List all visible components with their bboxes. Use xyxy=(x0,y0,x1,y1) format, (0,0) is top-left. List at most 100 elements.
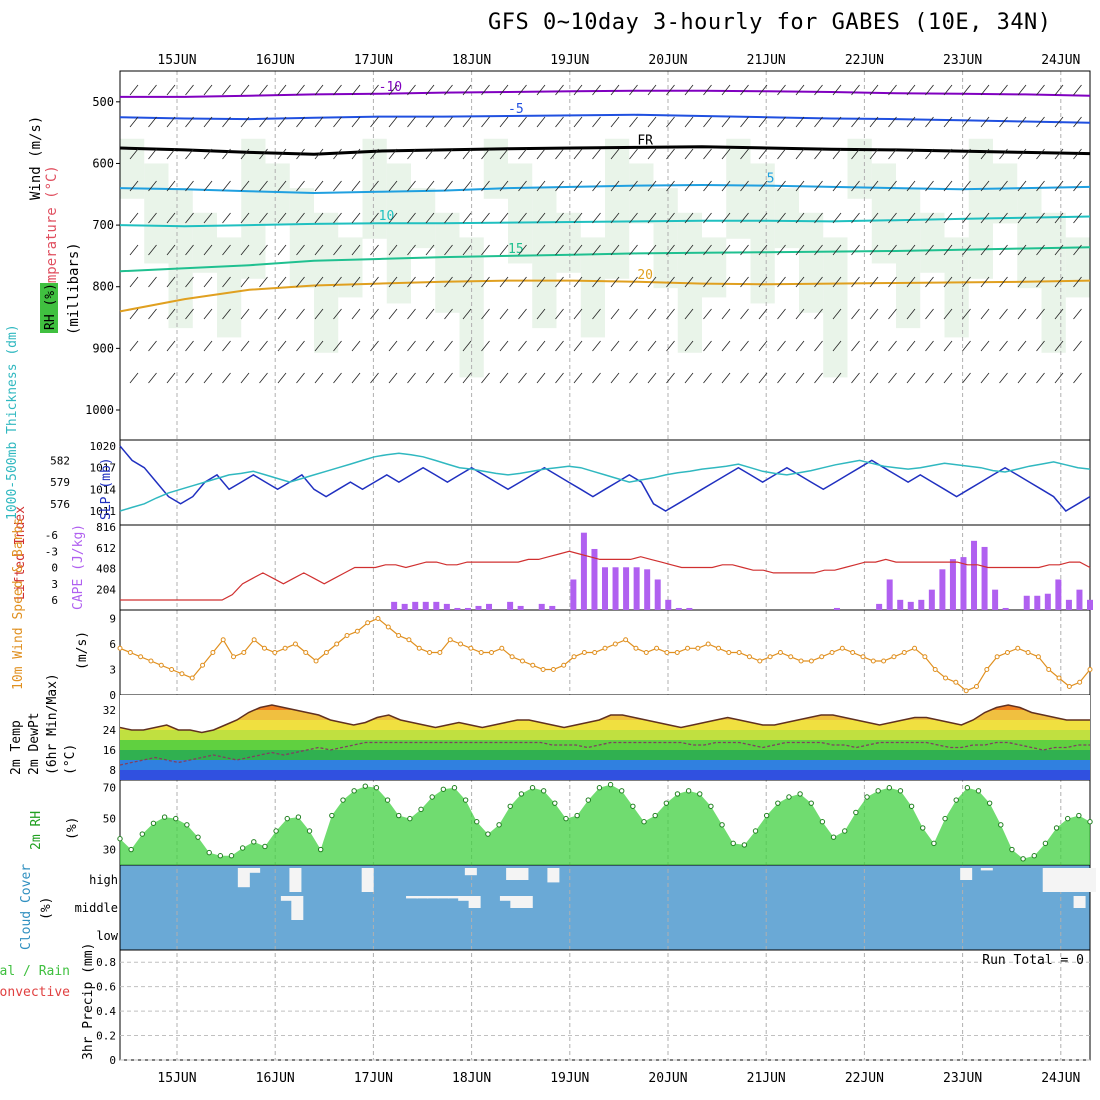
wind-barb xyxy=(906,340,916,352)
wind-barb xyxy=(314,372,324,384)
cape-bar xyxy=(570,579,577,610)
wind-barb xyxy=(795,244,805,256)
li-tick-label: 6 xyxy=(51,594,58,607)
wind-barb xyxy=(351,84,361,96)
wind-barb xyxy=(296,372,305,384)
wind-barb xyxy=(481,212,490,224)
rh-point xyxy=(373,785,380,791)
wind-speed-point xyxy=(1035,654,1041,660)
cloud-clear-block xyxy=(447,896,460,899)
wind-barb xyxy=(573,244,583,256)
wind-speed-point xyxy=(313,658,319,664)
rh-point xyxy=(786,794,792,800)
wind-barb xyxy=(351,180,361,192)
wind-barb xyxy=(277,340,287,352)
wind-barb xyxy=(814,276,823,288)
precip-tick-label: 0.8 xyxy=(96,956,116,969)
run-total-label: Run Total = 0 xyxy=(982,953,1084,968)
rh-point xyxy=(719,822,725,828)
wind-barb xyxy=(203,212,213,224)
wind-barb xyxy=(610,372,620,384)
wind-barb xyxy=(444,148,453,160)
wind-speed-point xyxy=(860,654,866,660)
wind-barb xyxy=(314,84,324,96)
wind-barb xyxy=(740,212,749,224)
temp-tick-label: 24 xyxy=(103,724,117,737)
wind-barb xyxy=(999,340,1008,352)
wind-barb xyxy=(777,116,786,128)
wind-barb xyxy=(1036,180,1045,192)
wind-barb xyxy=(777,212,786,224)
wind-barb xyxy=(629,180,638,192)
wind-tick-label: 9 xyxy=(109,613,116,626)
wind-speed-point xyxy=(973,684,979,689)
wind-barb xyxy=(518,84,527,96)
wind-barb xyxy=(481,276,490,288)
wind-barb xyxy=(425,212,435,224)
wind-barb xyxy=(832,84,842,96)
wind-barb xyxy=(499,372,509,384)
wind-barb xyxy=(647,84,657,96)
rh-point xyxy=(685,788,692,794)
wind-barb xyxy=(314,340,324,352)
slp-tick-label: 1020 xyxy=(90,440,117,453)
precip-tick-label: 0.4 xyxy=(96,1005,116,1018)
wind-barb xyxy=(906,244,916,256)
wind-barb xyxy=(1036,116,1045,128)
wind-speed-point xyxy=(633,645,639,651)
rh-point xyxy=(451,785,458,791)
wind-speed-point xyxy=(117,645,123,651)
wind-barb xyxy=(592,84,601,96)
wind-barb xyxy=(1073,308,1082,320)
wind-barb xyxy=(721,308,731,320)
legend-convective: Convective xyxy=(0,985,70,1000)
isotherm-label: 5 xyxy=(767,172,775,187)
cloud-clear-block xyxy=(426,896,439,899)
cape-bar xyxy=(644,569,651,610)
cape-bar xyxy=(517,605,524,610)
wind-barb xyxy=(888,84,897,96)
wind-speed-point xyxy=(592,650,598,655)
wind-barb xyxy=(758,276,768,288)
wind-barb xyxy=(999,308,1008,320)
wind-barb xyxy=(869,84,879,96)
wind-speed-point xyxy=(385,624,391,630)
wind-barb xyxy=(240,212,250,224)
wind-tick-label: 6 xyxy=(109,638,116,651)
wind-barb xyxy=(888,116,897,128)
wind-barb xyxy=(499,244,509,256)
wind-barb xyxy=(333,244,342,256)
wind-barb xyxy=(795,340,805,352)
pressure-tick-label: 800 xyxy=(92,280,114,294)
wind-barb xyxy=(629,212,638,224)
wind-speed-point xyxy=(612,641,618,647)
wind-barb xyxy=(721,276,731,288)
rh-shading xyxy=(580,237,605,338)
wind-barb xyxy=(518,180,527,192)
cape-bar xyxy=(549,605,556,610)
wind-barb xyxy=(610,340,620,352)
cape-bar xyxy=(538,603,545,610)
wind-barb xyxy=(573,148,583,160)
temp-line xyxy=(119,704,1090,734)
wind-speed-point xyxy=(963,688,969,694)
cloud-clear-block xyxy=(464,868,477,876)
wind-barb xyxy=(481,244,490,256)
wind-barb xyxy=(832,212,842,224)
wind-speed-point xyxy=(829,650,835,655)
wind-speed-point xyxy=(138,654,144,660)
cape-bar xyxy=(623,567,630,610)
wind-barb xyxy=(925,84,934,96)
wind-barb xyxy=(388,116,398,128)
wind-barb xyxy=(1036,148,1045,160)
wind-speed-point xyxy=(1025,650,1031,655)
wind-barb xyxy=(314,308,324,320)
wind-barb xyxy=(962,148,971,160)
wind-speed-point xyxy=(354,628,360,634)
rh-point xyxy=(251,839,257,845)
wind-barb xyxy=(684,308,694,320)
cloud-clear-block xyxy=(416,896,429,899)
wind-barb xyxy=(573,84,583,96)
ylabel-lifted-index: Lifted Index xyxy=(13,506,28,600)
rh-shading xyxy=(629,163,654,224)
